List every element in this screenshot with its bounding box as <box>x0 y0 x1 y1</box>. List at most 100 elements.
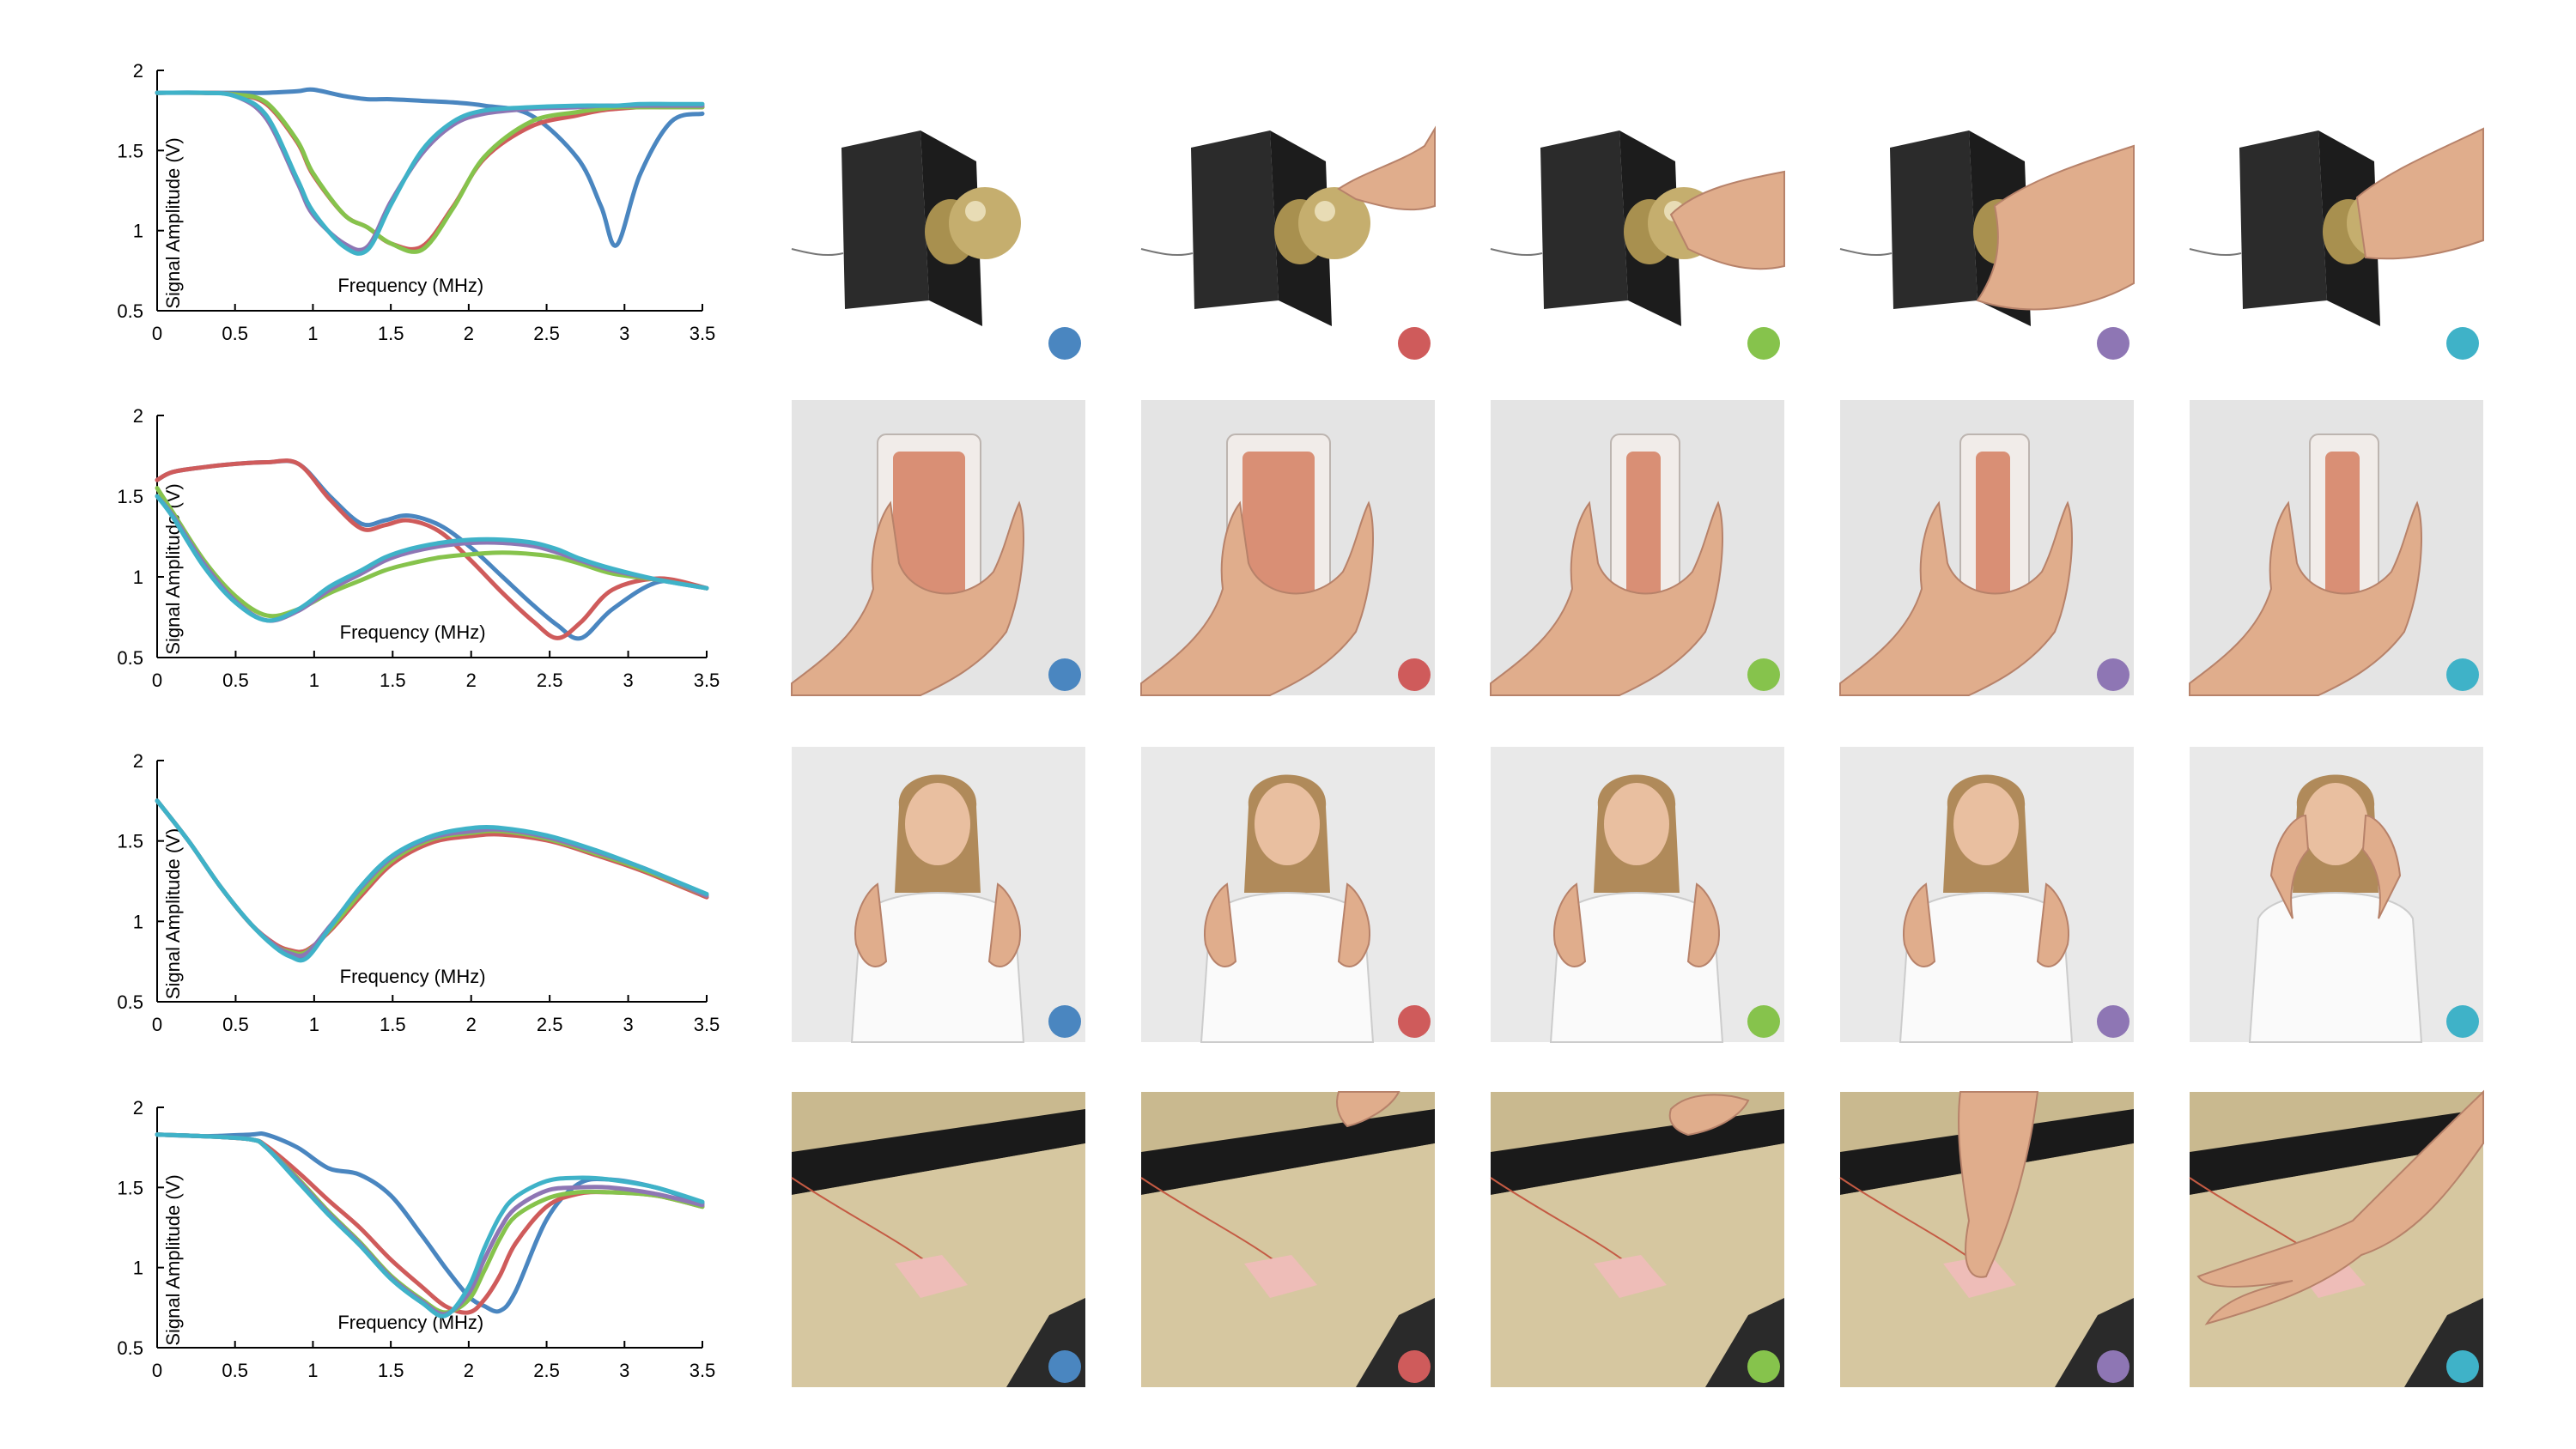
x-tick-label: 3 <box>619 323 629 344</box>
x-tick-label: 0.5 <box>222 1014 249 1035</box>
chart-1: 0 0.5 1 1.5 2 2.5 3 3.5 0.5 1 1.5 2 Frequency (MHz) S… <box>117 60 715 344</box>
y-axis-label: Signal Amplitude (V) <box>162 137 184 308</box>
x-tick-label: 3.5 <box>694 1014 720 1035</box>
marker-dot-green <box>1747 1005 1780 1038</box>
x-tick-label: 1.5 <box>380 1014 406 1035</box>
y-tick-label: 1.5 <box>117 486 143 507</box>
series-line-green <box>155 486 709 619</box>
photos-grid <box>791 69 2484 1387</box>
y-tick-label: 2 <box>133 405 143 427</box>
marker-dot-blue <box>1048 327 1081 360</box>
x-tick-label: 2 <box>466 670 477 691</box>
y-tick-label: 2 <box>133 750 143 772</box>
photo-water-5 <box>2189 1089 2484 1387</box>
photo-person-3 <box>1491 747 1784 1043</box>
x-tick-label: 1 <box>307 1360 318 1381</box>
marker-dot-cyan <box>2446 658 2479 691</box>
x-tick-label: 3.5 <box>690 323 716 344</box>
x-axis-label: Frequency (MHz) <box>337 275 483 296</box>
series-line-blue <box>155 1131 705 1314</box>
x-tick-label: 2 <box>464 323 474 344</box>
x-tick-label: 3 <box>623 1014 633 1035</box>
y-tick-label: 0.5 <box>117 1337 143 1359</box>
marker-dot-red <box>1398 1350 1431 1383</box>
y-tick-label: 1.5 <box>117 1177 143 1198</box>
y-axis-label: Signal Amplitude (V) <box>162 828 184 999</box>
marker-dot-purple <box>2097 327 2129 360</box>
photo-person-1 <box>792 747 1085 1043</box>
x-tick-label: 3.5 <box>694 670 720 691</box>
x-tick-label: 1 <box>307 323 318 344</box>
series-line-cyan <box>155 1132 705 1319</box>
photo-phone-4 <box>1839 400 2134 696</box>
series-line-cyan <box>155 494 709 623</box>
marker-dot-red <box>1398 658 1431 691</box>
x-axis-label: Frequency (MHz) <box>337 1312 483 1333</box>
y-tick-label: 0.5 <box>117 300 143 322</box>
photo-water-3 <box>1490 1092 1784 1387</box>
y-tick-label: 1.5 <box>117 140 143 161</box>
photo-doorknob-2 <box>1140 69 1436 364</box>
x-tick-label: 1 <box>309 670 319 691</box>
series-line-green <box>155 1132 705 1315</box>
marker-dot-cyan <box>2446 1350 2479 1383</box>
series-line-red <box>155 90 705 252</box>
x-tick-label: 1.5 <box>380 670 406 691</box>
photo-phone-1 <box>791 400 1085 696</box>
chart-4: 0 0.5 1 1.5 2 2.5 3 3.5 0.5 1 1.5 2 Frequency (MHz) S… <box>117 1097 715 1381</box>
series-line-cyan <box>155 90 705 256</box>
marker-dot-purple <box>2097 1005 2129 1038</box>
x-tick-label: 0.5 <box>222 670 249 691</box>
y-tick-label: 0.5 <box>117 647 143 669</box>
x-tick-label: 1 <box>309 1014 319 1035</box>
y-tick-label: 1.5 <box>117 831 143 852</box>
marker-dot-green <box>1747 327 1780 360</box>
marker-dot-cyan <box>2446 1005 2479 1038</box>
x-axis-label: Frequency (MHz) <box>340 621 486 643</box>
x-tick-label: 2.5 <box>537 670 563 691</box>
series-line-red <box>155 458 709 640</box>
photo-phone-5 <box>2189 400 2483 696</box>
series-line-blue <box>155 87 705 248</box>
x-tick-label: 1.5 <box>378 323 404 344</box>
photo-water-1 <box>791 1092 1085 1387</box>
x-tick-label: 0 <box>152 1014 162 1035</box>
photo-doorknob-1 <box>791 69 1085 364</box>
series-line-red <box>155 1132 705 1315</box>
chart-3: 0 0.5 1 1.5 2 2.5 3 3.5 0.5 1 1.5 2 Frequency (MHz) S… <box>117 750 720 1035</box>
x-tick-label: 0.5 <box>222 323 248 344</box>
y-axis-label: Signal Amplitude (V) <box>162 1174 184 1345</box>
series-line-blue <box>155 458 709 641</box>
x-tick-label: 0.5 <box>222 1360 248 1381</box>
series-line-cyan <box>155 798 709 963</box>
photo-doorknob-3 <box>1490 69 1785 364</box>
marker-dot-purple <box>2097 1350 2129 1383</box>
photo-doorknob-4 <box>1839 69 2135 364</box>
marker-dot-cyan <box>2446 327 2479 360</box>
charts-column: 0 0.5 1 1.5 2 2.5 3 3.5 0.5 1 1.5 2 Frequency (MHz) S… <box>117 60 720 1381</box>
marker-dot-blue <box>1048 1005 1081 1038</box>
x-axis-label: Frequency (MHz) <box>340 966 486 987</box>
photo-water-4 <box>1839 1091 2134 1387</box>
series-line-purple <box>155 1132 705 1317</box>
x-tick-label: 0 <box>152 323 162 344</box>
marker-dot-green <box>1747 658 1780 691</box>
photo-person-5 <box>2190 747 2483 1043</box>
marker-dot-purple <box>2097 658 2129 691</box>
y-tick-label: 2 <box>133 60 143 82</box>
photo-person-4 <box>1840 747 2134 1043</box>
x-tick-label: 2.5 <box>533 1360 560 1381</box>
photo-phone-3 <box>1490 400 1784 696</box>
y-tick-label: 1 <box>133 911 143 932</box>
x-tick-label: 0 <box>152 670 162 691</box>
series-line-blue <box>155 798 709 960</box>
x-tick-label: 2 <box>464 1360 474 1381</box>
x-tick-label: 3 <box>623 670 633 691</box>
series-line-purple <box>155 90 705 252</box>
x-tick-label: 3 <box>619 1360 629 1381</box>
photo-doorknob-5 <box>2189 69 2484 364</box>
y-tick-label: 1 <box>133 1258 143 1279</box>
marker-dot-green <box>1747 1350 1780 1383</box>
